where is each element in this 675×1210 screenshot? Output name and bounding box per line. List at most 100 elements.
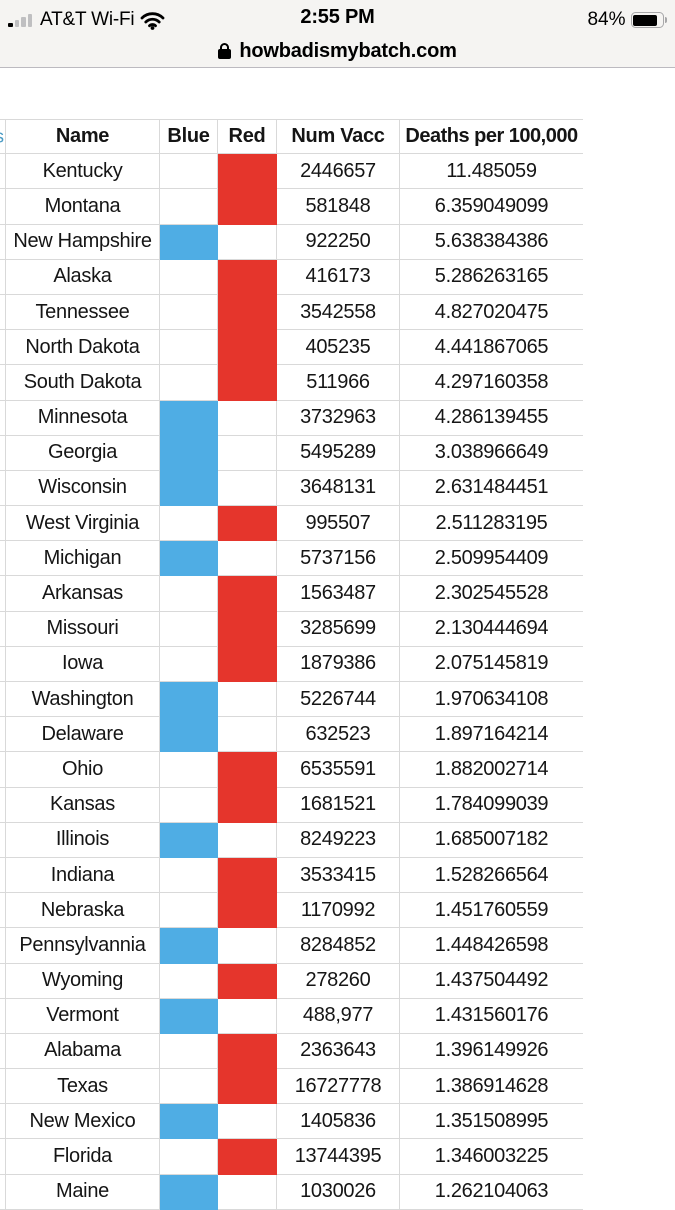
- status-right-group: 84%: [587, 9, 667, 31]
- table-row: West Virginia 995507 2.511283195: [0, 506, 583, 542]
- address-bar[interactable]: howbadismybatch.com: [0, 36, 675, 66]
- cell-edge: [0, 752, 6, 788]
- cell-edge: [0, 822, 6, 858]
- cell-num-vacc: 488,977: [277, 998, 400, 1034]
- cell-red: [218, 400, 277, 436]
- cell-num-vacc: 3285699: [277, 611, 400, 647]
- cell-state-name: Missouri: [6, 611, 160, 647]
- clipped-text-fragment: s: [0, 126, 4, 147]
- table-row: Texas 16727778 1.386914628: [0, 1069, 583, 1105]
- cell-red: [218, 435, 277, 471]
- cell-blue: [160, 506, 218, 542]
- cell-deaths: 1.386914628: [400, 1069, 583, 1105]
- cell-edge: [0, 400, 6, 436]
- cell-state-name: Alabama: [6, 1033, 160, 1070]
- cell-edge: [0, 330, 6, 366]
- cell-num-vacc: 3533415: [277, 857, 400, 894]
- cell-blue: [160, 857, 218, 894]
- cell-num-vacc: 8249223: [277, 822, 400, 858]
- cell-red: [218, 682, 277, 718]
- cell-deaths: 2.302545528: [400, 576, 583, 612]
- cell-deaths: 2.511283195: [400, 506, 583, 542]
- status-left-group: AT&T Wi-Fi: [8, 9, 165, 31]
- state-deaths-table: s Name Blue Red Num Vacc Deaths per 100,…: [0, 119, 583, 1210]
- cell-num-vacc: 1405836: [277, 1104, 400, 1140]
- cell-red: [218, 998, 277, 1034]
- signal-bars-icon: [8, 13, 32, 27]
- cell-blue: [160, 1104, 218, 1140]
- cell-blue: [160, 893, 218, 929]
- cell-red: [218, 506, 277, 542]
- cell-edge: [0, 963, 6, 999]
- cell-edge: [0, 224, 6, 260]
- cell-state-name: Montana: [6, 189, 160, 225]
- table-row: Washington 5226744 1.970634108: [0, 682, 583, 718]
- clipped-edge-cell: s: [0, 119, 6, 155]
- cell-num-vacc: 8284852: [277, 928, 400, 964]
- cell-edge: [0, 1104, 6, 1140]
- cell-deaths: 5.286263165: [400, 260, 583, 295]
- cell-deaths: 1.882002714: [400, 752, 583, 788]
- battery-fill: [633, 14, 657, 26]
- column-header-blue: Blue: [160, 119, 218, 155]
- cell-blue: [160, 1139, 218, 1175]
- address-bar-domain[interactable]: howbadismybatch.com: [239, 39, 457, 62]
- cell-red: [218, 330, 277, 366]
- wifi-icon: [141, 11, 165, 30]
- cell-num-vacc: 1030026: [277, 1174, 400, 1210]
- table-row: Georgia 5495289 3.038966649: [0, 435, 583, 471]
- cell-blue: [160, 435, 218, 471]
- cell-num-vacc: 278260: [277, 963, 400, 999]
- cell-num-vacc: 2363643: [277, 1033, 400, 1070]
- table-row: Wisconsin 3648131 2.631484451: [0, 470, 583, 507]
- cell-deaths: 1.784099039: [400, 788, 583, 823]
- cell-num-vacc: 5737156: [277, 541, 400, 577]
- cell-red: [218, 1104, 277, 1140]
- cell-blue: [160, 576, 218, 612]
- cell-state-name: Ohio: [6, 752, 160, 788]
- cell-state-name: Delaware: [6, 717, 160, 753]
- cell-state-name: Nebraska: [6, 893, 160, 929]
- cell-edge: [0, 787, 6, 823]
- cell-edge: [0, 998, 6, 1034]
- cell-blue: [160, 400, 218, 436]
- cell-edge: [0, 154, 6, 190]
- cell-red: [218, 857, 277, 894]
- cell-deaths: 6.359049099: [400, 189, 583, 225]
- cell-num-vacc: 995507: [277, 506, 400, 542]
- cell-num-vacc: 13744395: [277, 1139, 400, 1175]
- table-row: New Hampshire 922250 5.638384386: [0, 224, 583, 260]
- cell-edge: [0, 435, 6, 471]
- cell-state-name: Tennessee: [6, 294, 160, 331]
- cell-edge: [0, 1139, 6, 1175]
- column-header-num-vacc: Num Vacc: [277, 119, 400, 155]
- cell-state-name: Kansas: [6, 787, 160, 823]
- cell-edge: [0, 893, 6, 929]
- cell-deaths: 4.827020475: [400, 295, 583, 331]
- cell-deaths: 2.509954409: [400, 541, 583, 577]
- cell-deaths: 4.297160358: [400, 365, 583, 401]
- cell-deaths: 1.262104063: [400, 1175, 583, 1210]
- cell-edge: [0, 928, 6, 964]
- cell-red: [218, 893, 277, 929]
- cell-num-vacc: 3542558: [277, 294, 400, 331]
- status-bar-top-row: AT&T Wi-Fi 2:55 PM 84%: [0, 0, 675, 36]
- cell-edge: [0, 470, 6, 507]
- cell-blue: [160, 752, 218, 788]
- cell-deaths: 2.130444694: [400, 612, 583, 647]
- cell-edge: [0, 611, 6, 647]
- cell-edge: [0, 1033, 6, 1070]
- cell-edge: [0, 541, 6, 577]
- cell-deaths: 1.396149926: [400, 1034, 583, 1070]
- table-row: Wyoming 278260 1.437504492: [0, 963, 583, 999]
- cell-deaths: 4.286139455: [400, 401, 583, 436]
- state-table-body: Kentucky 2446657 11.485059 Montana 581848 6.3…: [0, 154, 583, 1210]
- cell-blue: [160, 1069, 218, 1105]
- cell-red: [218, 752, 277, 788]
- cell-blue: [160, 928, 218, 964]
- cell-blue: [160, 259, 218, 295]
- table-row: New Mexico 1405836 1.351508995: [0, 1104, 583, 1140]
- table-row: Tennessee 3542558 4.827020475: [0, 294, 583, 331]
- table-row: Illinois 8249223 1.685007182: [0, 822, 583, 858]
- cell-state-name: New Hampshire: [6, 224, 160, 260]
